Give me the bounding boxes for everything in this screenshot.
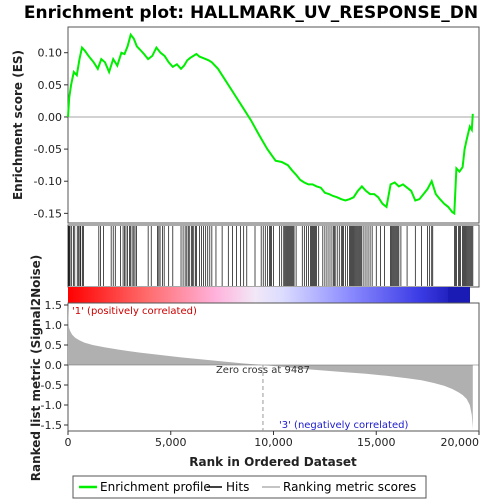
metric-y-tick-label: -1.5 [41, 419, 62, 432]
legend-label-enrichment: Enrichment profile [100, 480, 211, 494]
metric-y-tick-label: 1.0 [45, 319, 63, 332]
x-tick-label: 10,000 [254, 436, 293, 449]
enrichment-profile-line [67, 32, 474, 216]
zero-cross-label: Zero cross at 9487 [216, 365, 310, 376]
hit-markers [68, 226, 474, 286]
hits-panel [67, 224, 480, 288]
x-tick-label: 15,000 [357, 436, 396, 449]
x-tick-label: 20,000 [441, 436, 480, 449]
es-y-axis-label: Enrichment score (ES) [11, 50, 25, 200]
metric-y-tick-label: 1.5 [45, 299, 63, 312]
metric-y-tick-label: -1.0 [41, 399, 62, 412]
es-plot-frame [67, 26, 480, 224]
rank-color-bar-end [448, 287, 470, 303]
es-y-tick-label: 0.00 [38, 111, 63, 124]
enrichment-score-panel: -0.15 -0.10 -0.05 0.00 0.05 0.10 [34, 26, 480, 224]
es-y-axis: -0.15 -0.10 -0.05 0.00 0.05 0.10 [34, 47, 68, 220]
es-y-tick-label: -0.05 [34, 143, 62, 156]
metric-x-axis: 0 5,000 10,000 15,000 20,000 [65, 431, 480, 449]
positive-correlation-label: '1' (positively correlated) [72, 306, 197, 317]
x-axis-label: Rank in Ordered Dataset [189, 455, 357, 469]
legend: Enrichment profile Hits Ranking metric s… [72, 475, 427, 499]
legend-box [72, 475, 427, 499]
metric-y-axis: -1.5 -1.0 -0.5 0.0 0.5 1.0 1.5 [41, 299, 68, 432]
metric-y-axis-label: Ranked list metric (Signal2Noise) [29, 255, 43, 482]
negative-correlation-label: '3' (negatively correlated) [279, 420, 408, 431]
x-tick-label: 5,000 [155, 436, 187, 449]
x-tick-label: 0 [65, 436, 72, 449]
rank-color-bar [68, 287, 458, 303]
metric-y-tick-label: -0.5 [41, 379, 62, 392]
es-y-tick-label: -0.10 [34, 175, 62, 188]
metric-y-tick-label: 0.5 [45, 339, 63, 352]
es-y-tick-label: -0.15 [34, 207, 62, 220]
es-y-tick-label: 0.05 [38, 79, 63, 92]
legend-label-metric: Ranking metric scores [283, 480, 416, 494]
chart-title: Enrichment plot: HALLMARK_UV_RESPONSE_DN [24, 3, 478, 23]
legend-label-hits: Hits [226, 480, 249, 494]
ranked-metric-panel: -1.5 -1.0 -0.5 0.0 0.5 1.0 1.5 0 5,000 10,000 15,… [41, 299, 480, 449]
ranking-metric-area [68, 303, 473, 429]
metric-y-tick-label: 0.0 [45, 359, 63, 372]
es-y-tick-label: 0.10 [38, 47, 63, 60]
